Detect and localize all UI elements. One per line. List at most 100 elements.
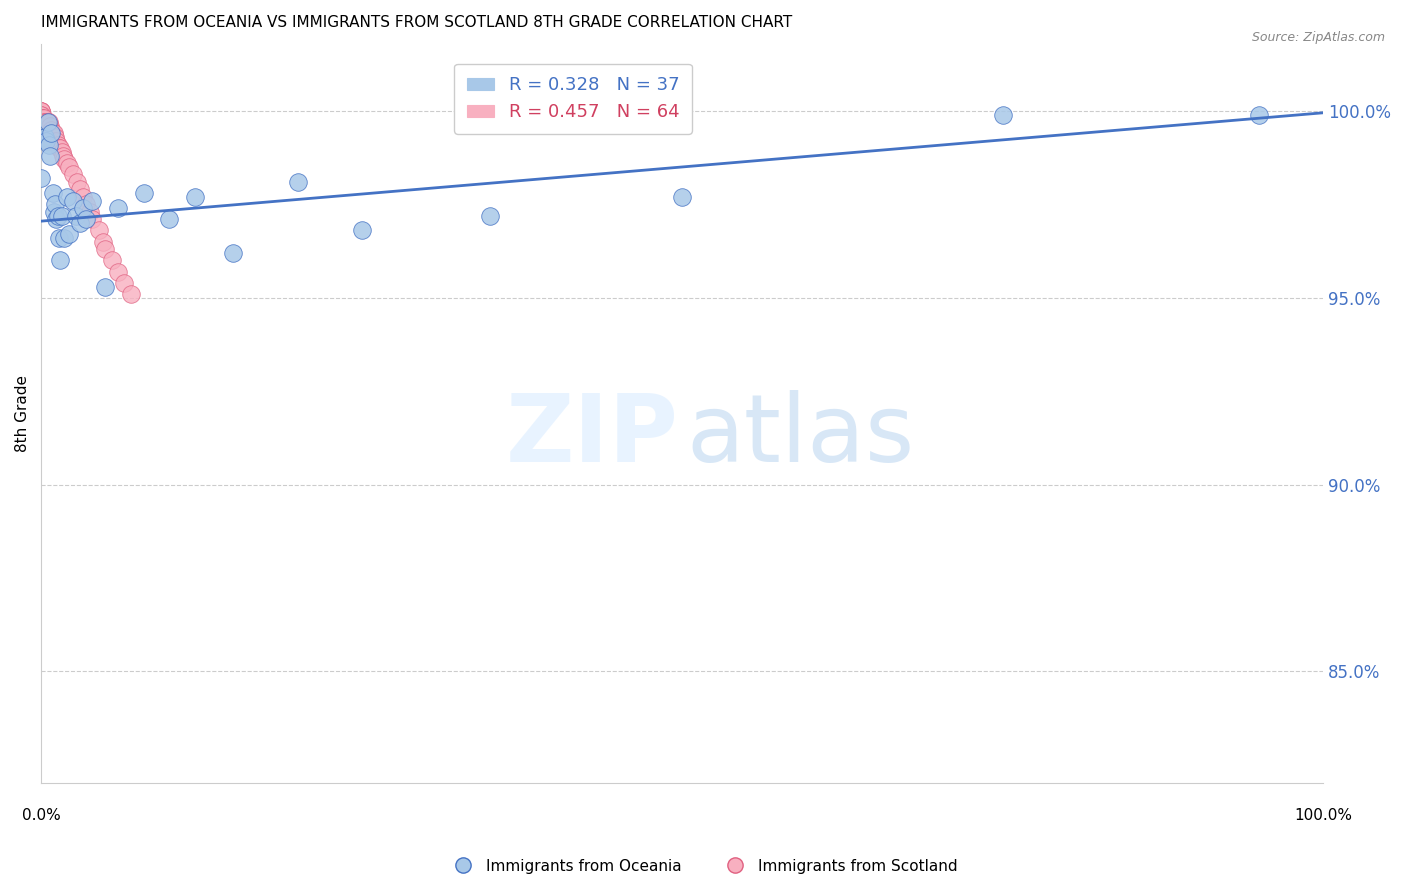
Point <box>287 175 309 189</box>
Point <box>79 204 101 219</box>
Point <box>34 115 56 129</box>
Point <box>37 115 59 129</box>
Point <box>34 126 56 140</box>
Point <box>41 122 63 136</box>
Point <box>39 149 62 163</box>
Point <box>39 119 62 133</box>
Point <box>100 253 122 268</box>
Point <box>38 126 60 140</box>
Point <box>32 115 55 129</box>
Point <box>69 216 91 230</box>
Point <box>48 141 70 155</box>
Point <box>42 134 65 148</box>
Legend: Immigrants from Oceania, Immigrants from Scotland: Immigrants from Oceania, Immigrants from… <box>441 853 965 880</box>
Point <box>53 153 76 167</box>
Point <box>30 103 52 118</box>
Point <box>58 227 80 242</box>
Point <box>30 108 52 122</box>
Point <box>39 130 62 145</box>
Point <box>114 276 136 290</box>
Point <box>30 103 52 118</box>
Point <box>222 246 245 260</box>
Point <box>82 212 104 227</box>
Point <box>49 253 72 268</box>
Point <box>38 137 60 152</box>
Point <box>35 130 58 145</box>
Point <box>38 134 60 148</box>
Point <box>37 122 59 136</box>
Point <box>37 115 59 129</box>
Point <box>75 197 97 211</box>
Point <box>1247 108 1270 122</box>
Point <box>30 171 52 186</box>
Point <box>30 119 52 133</box>
Point <box>51 145 73 159</box>
Point <box>32 122 55 136</box>
Point <box>41 126 63 140</box>
Point <box>31 112 53 126</box>
Point <box>82 194 104 208</box>
Text: atlas: atlas <box>686 390 914 482</box>
Point <box>52 149 75 163</box>
Point <box>31 126 53 140</box>
Point <box>31 122 53 136</box>
Point <box>31 115 53 129</box>
Point <box>48 231 70 245</box>
Point <box>87 223 110 237</box>
Point <box>46 209 69 223</box>
Point <box>62 194 84 208</box>
Point <box>41 186 63 201</box>
Point <box>31 119 53 133</box>
Point <box>41 130 63 145</box>
Text: ZIP: ZIP <box>505 390 678 482</box>
Point <box>991 108 1014 122</box>
Point <box>35 122 58 136</box>
Point <box>91 235 114 249</box>
Text: IMMIGRANTS FROM OCEANIA VS IMMIGRANTS FROM SCOTLAND 8TH GRADE CORRELATION CHART: IMMIGRANTS FROM OCEANIA VS IMMIGRANTS FR… <box>41 15 793 30</box>
Point <box>66 175 89 189</box>
Point <box>671 190 693 204</box>
Text: 0.0%: 0.0% <box>21 808 60 823</box>
Point <box>35 134 58 148</box>
Point <box>38 115 60 129</box>
Point <box>30 115 52 129</box>
Point <box>32 130 55 145</box>
Point <box>45 212 67 227</box>
Legend: R = 0.328   N = 37, R = 0.457   N = 64: R = 0.328 N = 37, R = 0.457 N = 64 <box>454 64 692 134</box>
Text: Source: ZipAtlas.com: Source: ZipAtlas.com <box>1251 31 1385 45</box>
Point <box>30 112 52 126</box>
Point <box>94 279 117 293</box>
Point <box>51 209 73 223</box>
Point <box>157 212 180 227</box>
Point <box>34 134 56 148</box>
Point <box>45 134 67 148</box>
Point <box>32 112 55 126</box>
Point <box>32 130 55 145</box>
Point <box>37 130 59 145</box>
Text: 100.0%: 100.0% <box>1294 808 1353 823</box>
Point <box>41 134 63 148</box>
Point <box>42 126 65 140</box>
Point <box>46 137 69 152</box>
Point <box>30 112 52 126</box>
Point <box>55 190 77 204</box>
Point <box>42 204 65 219</box>
Point <box>44 130 66 145</box>
Point <box>62 168 84 182</box>
Y-axis label: 8th Grade: 8th Grade <box>15 375 30 452</box>
Point <box>107 201 129 215</box>
Point <box>184 190 207 204</box>
Point <box>34 130 56 145</box>
Point <box>55 156 77 170</box>
Point <box>132 186 155 201</box>
Point <box>72 190 94 204</box>
Point <box>120 287 142 301</box>
Point <box>31 112 53 126</box>
Point <box>58 160 80 174</box>
Point <box>35 115 58 129</box>
Point <box>49 141 72 155</box>
Point <box>350 223 373 237</box>
Point <box>41 126 63 140</box>
Point <box>107 264 129 278</box>
Point <box>34 119 56 133</box>
